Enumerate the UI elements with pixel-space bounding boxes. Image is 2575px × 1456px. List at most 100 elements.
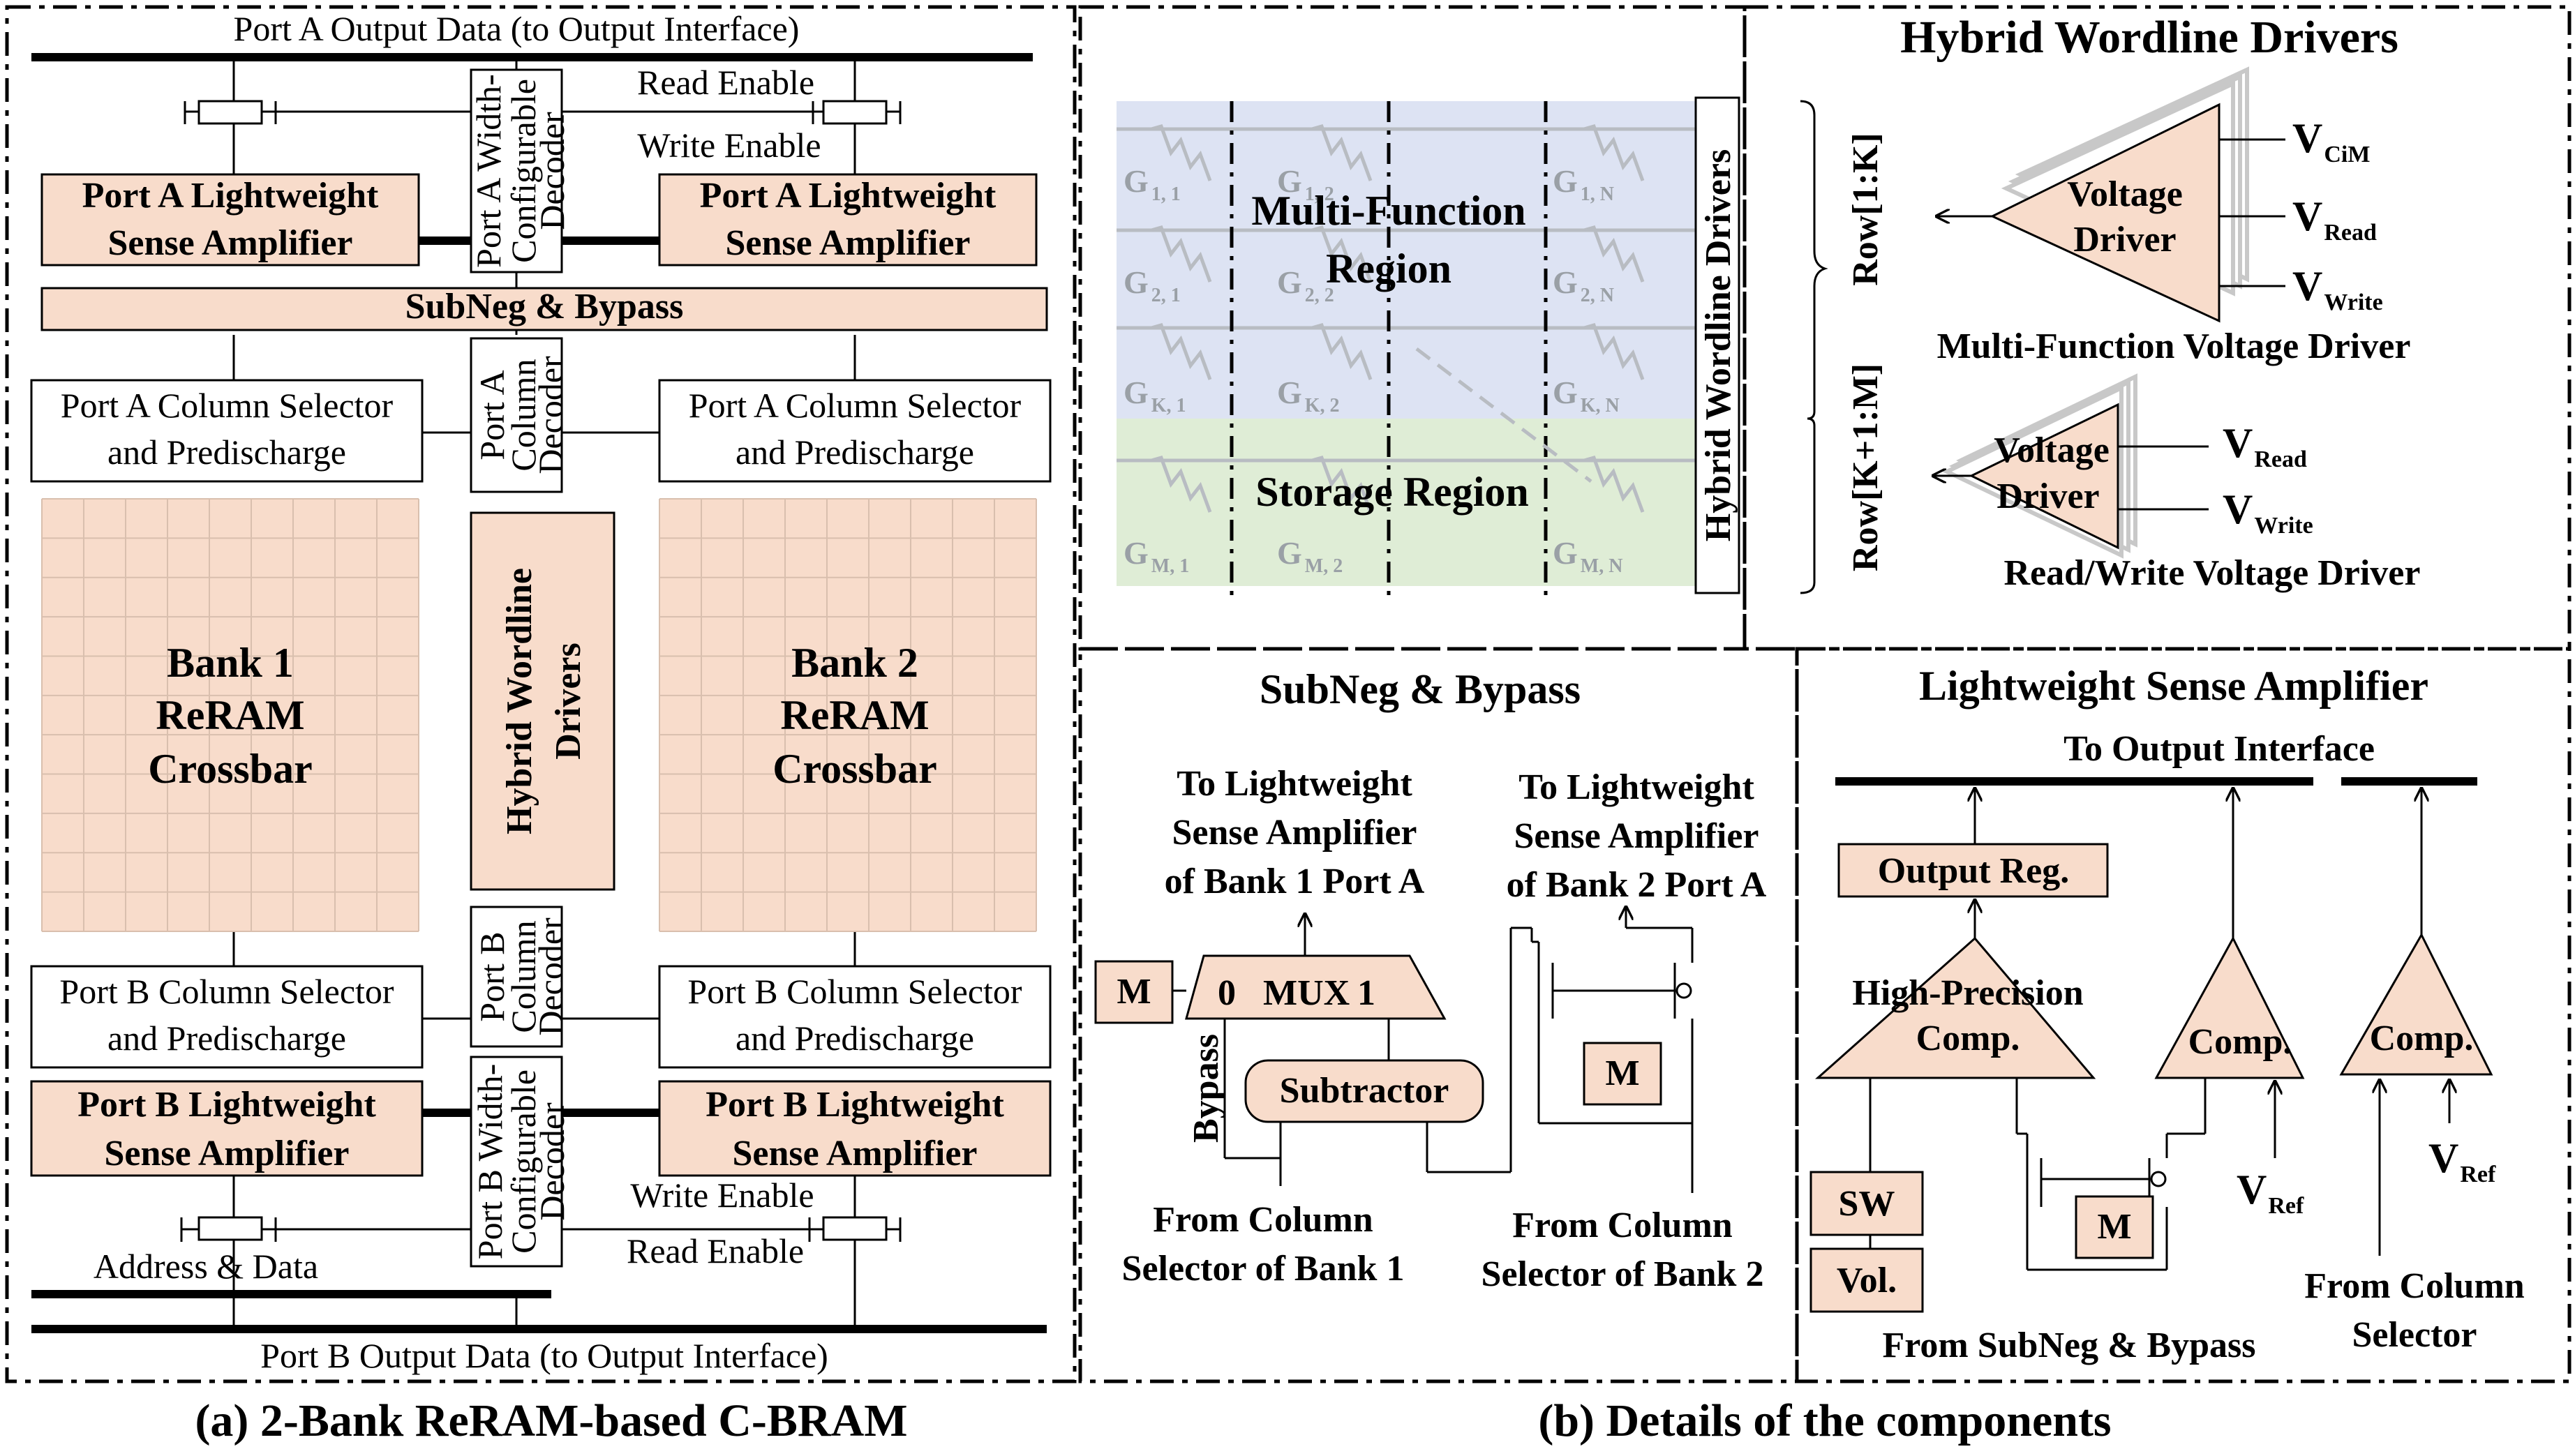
sw-box: [1809, 1171, 1924, 1236]
port-b-sa-left-line1: Port B Lightweight: [77, 1085, 376, 1125]
port-b-col-selector-right: [658, 965, 1052, 1069]
vertical-hwd-label: Hybrid Wordline Drivers: [1699, 149, 1738, 541]
address-data-label: Address & Data: [94, 1247, 318, 1286]
port-a-width-dec-line2: Configurable: [504, 79, 543, 263]
bank2-line1: Bank 2: [791, 640, 918, 686]
read-enable-bottom: Read Enable: [627, 1231, 804, 1270]
to-sa-bank2-line1: To Lightweight: [1518, 767, 1754, 807]
subtractor-box: [1244, 1059, 1484, 1123]
bottom-resistor-left: [180, 1216, 471, 1242]
bank2-line2: ReRAM: [780, 692, 929, 738]
port-b-col-sel-right-line2: and Predischarge: [736, 1019, 974, 1058]
bank1-line2: ReRAM: [156, 692, 304, 738]
lsa-m-label: M: [2097, 1207, 2131, 1247]
memristor: [1583, 225, 1645, 283]
to-sa-bank1-line3: of Bank 1 Port A: [1165, 862, 1425, 901]
bank2-crossbar: [659, 498, 1037, 932]
panel-frames: [5, 5, 2572, 1383]
port-a-width-decoder: [470, 68, 563, 273]
row-1k-label: Row[1:K]: [1846, 133, 1886, 286]
from-col-bank2-line2: Selector of Bank 2: [1481, 1254, 1764, 1294]
comp-middle: [2154, 936, 2305, 1079]
port-b-sa-right-line1: Port B Lightweight: [706, 1085, 1004, 1125]
read-enable-top: Read Enable: [637, 63, 814, 102]
v-ref-middle: VRef: [2237, 1166, 2304, 1219]
part-b-subneg-detail: SubNeg & Bypass To Lightweight Sense Amp…: [1094, 666, 1767, 1294]
port-b-col-dec-line3: Decoder: [531, 917, 570, 1036]
v-read-mf: VRead: [2292, 193, 2377, 246]
port-b-sa-left: [30, 1080, 424, 1177]
port-b-column-decoder: [470, 906, 563, 1048]
port-b-col-sel-left-line2: and Predischarge: [107, 1019, 346, 1058]
mf-driver-caption: Multi-Function Voltage Driver: [1937, 327, 2411, 366]
from-column-selector-line2: Selector: [2352, 1315, 2477, 1355]
g12: G 1, 2: [1277, 163, 1334, 205]
center-hybrid-wordline-drivers: [470, 511, 615, 891]
current-mirror-lsa: [2015, 1078, 2207, 1271]
multi-function-region-bg: [1117, 101, 1696, 419]
hp-comp-line1: High-Precision: [1852, 973, 2083, 1013]
port-a-column-decoder: [470, 337, 563, 493]
port-a-sa-right-line1: Port A Lightweight: [700, 176, 997, 216]
gkn: G K, N: [1553, 375, 1620, 416]
comp-right-label: Comp.: [2370, 1019, 2474, 1058]
memristor: [1311, 455, 1373, 513]
memristor: [1583, 322, 1645, 380]
memristor: [1151, 123, 1212, 181]
port-b-col-dec-line1: Port B: [472, 931, 512, 1021]
bank1-line1: Bank 1: [167, 640, 294, 686]
v-write-mf: VWrite: [2292, 263, 2383, 315]
port-b-width-decoder: [470, 1056, 563, 1268]
from-subneg-label: From SubNeg & Bypass: [1882, 1326, 2255, 1365]
center-hwd-line1: Hybrid Wordline: [500, 568, 539, 834]
memristor: [1583, 123, 1645, 181]
rw-driver-line2: Driver: [1996, 476, 2099, 516]
subneg-m-label: M: [1117, 972, 1151, 1012]
port-a-col-sel-left-line2: and Predischarge: [107, 433, 346, 472]
subtractor-label: Subtractor: [1280, 1071, 1449, 1111]
port-a-sa-left-line2: Sense Amplifier: [108, 223, 353, 263]
multi-function-region-line1: Multi-Function: [1251, 188, 1525, 234]
part-b-hwd-detail: Hybrid Wordline Drivers Voltage Driver V…: [1900, 12, 2420, 593]
row-k1m-brace: [1800, 401, 1816, 594]
port-b-output-label: Port B Output Data (to Output Interface): [260, 1336, 828, 1375]
multi-function-region-line2: Region: [1326, 246, 1451, 292]
part-b-crossbar: G 1, 1 G 1, 2 G 1, N G 2, 1 G 2, 2 G 2, N G K, …: [1117, 96, 1886, 600]
lsa-m-box: [2075, 1195, 2154, 1259]
g11: G 1, 1: [1124, 163, 1181, 205]
v-read-rw: VRead: [2223, 420, 2307, 472]
memristor: [1311, 322, 1373, 380]
from-column-selector-line1: From Column: [2304, 1266, 2524, 1306]
from-col-bank1-line1: From Column: [1153, 1200, 1373, 1240]
mux-0: 0: [1218, 973, 1236, 1013]
crossbar-grid: [1117, 101, 1696, 600]
port-a-col-selector-left: [30, 379, 424, 483]
subneg-bypass-bar: [40, 287, 1048, 331]
ellipsis-diagonal: [1415, 347, 1592, 483]
hwd-title: Hybrid Wordline Drivers: [1900, 12, 2398, 63]
port-a-col-dec-line1: Port A: [472, 370, 512, 460]
current-mirror-subneg: [1532, 907, 1694, 1193]
port-b-width-dec-line3: Decoder: [532, 1102, 572, 1221]
to-sa-bank1-line1: To Lightweight: [1177, 764, 1412, 804]
gm1: G M, 1: [1124, 535, 1189, 577]
part-b-lsa-detail: Lightweight Sense Amplifier To Output In…: [1809, 663, 2525, 1365]
bank1-line3: Crossbar: [148, 746, 313, 792]
port-a-sa-left-line1: Port A Lightweight: [82, 176, 379, 216]
mux-label: MUX: [1263, 973, 1350, 1013]
port-a-sa-left: [40, 173, 420, 267]
output-reg-box: [1837, 843, 2109, 898]
subneg-bypass-label: SubNeg & Bypass: [405, 287, 684, 327]
row-k1m-label: Row[K+1:M]: [1846, 363, 1886, 571]
port-a-col-sel-right-line2: and Predischarge: [736, 433, 974, 472]
port-a-col-selector-right: [658, 379, 1052, 483]
multi-function-voltage-driver: Voltage Driver: [1936, 66, 2285, 323]
rw-driver-caption: Read/Write Voltage Driver: [2004, 553, 2421, 593]
to-sa-bank2-line3: of Bank 2 Port A: [1507, 865, 1767, 905]
port-b-sa-right-line2: Sense Amplifier: [733, 1134, 978, 1173]
hp-comp-line2: Comp.: [1916, 1019, 2020, 1058]
memristor: [1311, 225, 1373, 283]
rw-driver-line1: Voltage: [1994, 430, 2110, 470]
port-a-col-sel-right-line1: Port A Column Selector: [689, 386, 1022, 425]
